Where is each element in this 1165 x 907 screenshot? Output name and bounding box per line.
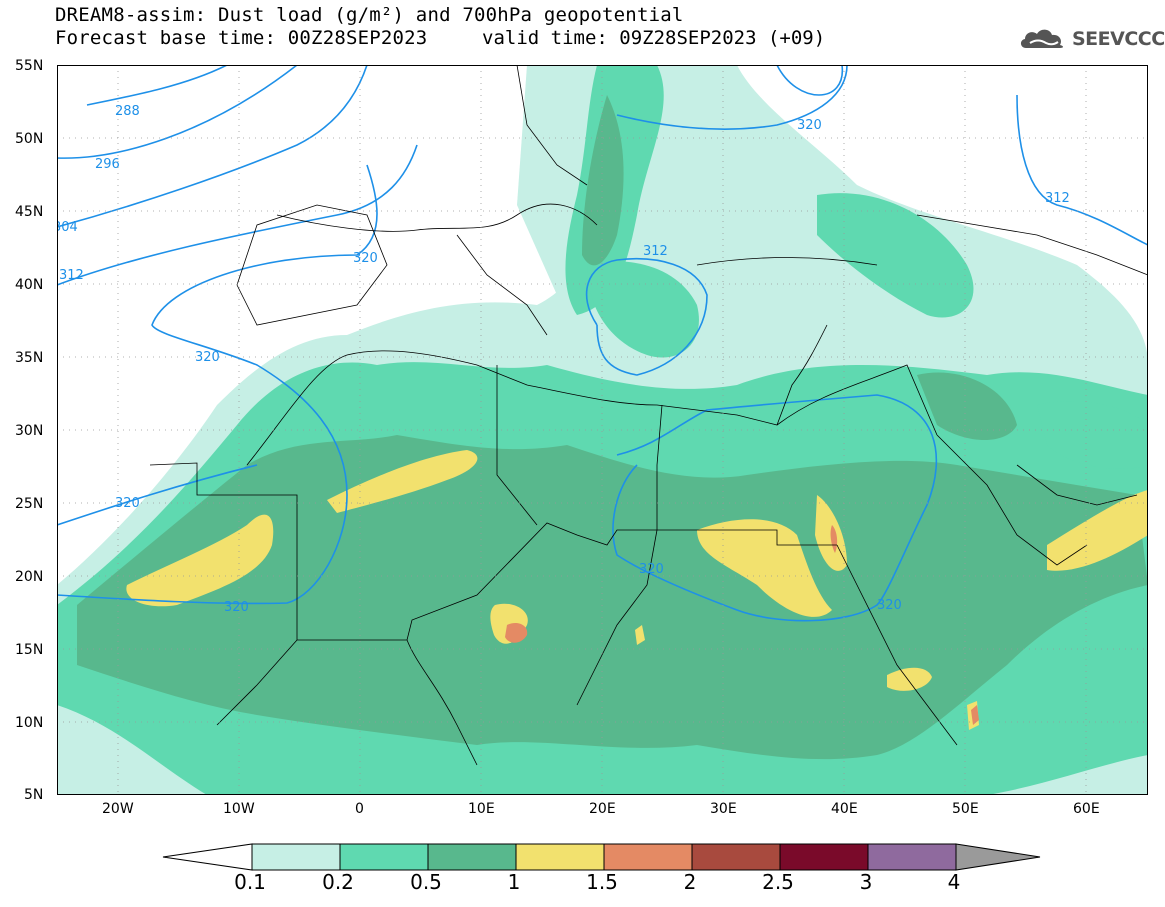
lon-label: 10W: [223, 801, 255, 817]
colorbar-swatch: [515, 843, 605, 871]
lon-label: 20E: [589, 801, 616, 817]
contour-label: 312: [59, 268, 84, 283]
forecast-base-time: Forecast base time: 00Z28SEP2023: [55, 27, 428, 49]
colorbar-swatch: [603, 843, 693, 871]
contour-label: 312: [643, 244, 668, 259]
lon-label: 50E: [952, 801, 979, 817]
colorbar-swatch: [779, 843, 869, 871]
colorbar-label: 0.5: [410, 870, 442, 894]
dust-load-map: 288 296 304 312 320 320 320 320 320 320 …: [57, 65, 1148, 795]
map-title: DREAM8-assim: Dust load (g/m²) and 700hP…: [55, 4, 684, 26]
lat-label: 30N: [15, 423, 44, 439]
contour-label: 320: [877, 598, 902, 613]
colorbar-label: 2: [683, 870, 697, 894]
dust-layer-1-5: [505, 525, 979, 725]
colorbar-label: 0.1: [234, 870, 266, 894]
contour-label: 320: [353, 251, 378, 266]
colorbar-label: 4: [947, 870, 961, 894]
contour-label: 304: [57, 220, 78, 235]
lat-label: 45N: [15, 204, 44, 220]
contour-label: 296: [95, 157, 120, 172]
valid-time: valid time: 09Z28SEP2023 (+09): [482, 27, 826, 49]
contour-label: 320: [639, 562, 664, 577]
colorbar-label: 3: [859, 870, 873, 894]
lon-label: 60E: [1073, 801, 1100, 817]
lat-label: 40N: [15, 277, 44, 293]
lat-label: 5N: [24, 787, 44, 803]
contour-label: 312: [1045, 191, 1070, 206]
contour-label: 320: [797, 118, 822, 133]
lon-label: 10E: [468, 801, 495, 817]
lat-label: 35N: [15, 350, 44, 366]
country-borders: [149, 65, 1148, 766]
colorbar-swatch: [691, 843, 781, 871]
contour-label: 320: [115, 496, 140, 511]
lon-label: 0: [355, 801, 364, 817]
lat-label: 25N: [15, 496, 44, 512]
logo-text: SEEVCCC: [1072, 28, 1165, 50]
cloud-icon: [1020, 29, 1063, 48]
colorbar-swatch: [867, 843, 957, 871]
colorbar-swatch: [339, 843, 429, 871]
colorbar-under-triangle: [162, 843, 253, 871]
contour-label: 320: [224, 600, 249, 615]
lat-label: 20N: [15, 569, 44, 585]
lat-label: 10N: [15, 715, 44, 731]
colorbar-label: 1.5: [586, 870, 618, 894]
colorbar-label: 2.5: [762, 870, 794, 894]
colorbar-swatch: [427, 843, 517, 871]
colorbar-label: 1: [507, 870, 521, 894]
contour-label: 288: [115, 104, 140, 119]
lat-label: 55N: [15, 58, 44, 74]
lon-label: 30E: [710, 801, 737, 817]
lat-label: 50N: [15, 131, 44, 147]
seevccc-logo: SEEVCCC: [1018, 26, 1165, 52]
colorbar-label: 0.2: [322, 870, 354, 894]
lat-label: 15N: [15, 642, 44, 658]
lon-label: 40E: [831, 801, 858, 817]
colorbar-swatch: [251, 843, 341, 871]
lon-label: 20W: [102, 801, 134, 817]
geopotential-contours: [57, 65, 1148, 622]
colorbar: [162, 843, 1041, 871]
colorbar-over-triangle: [955, 843, 1041, 871]
contour-label: 320: [195, 350, 220, 365]
